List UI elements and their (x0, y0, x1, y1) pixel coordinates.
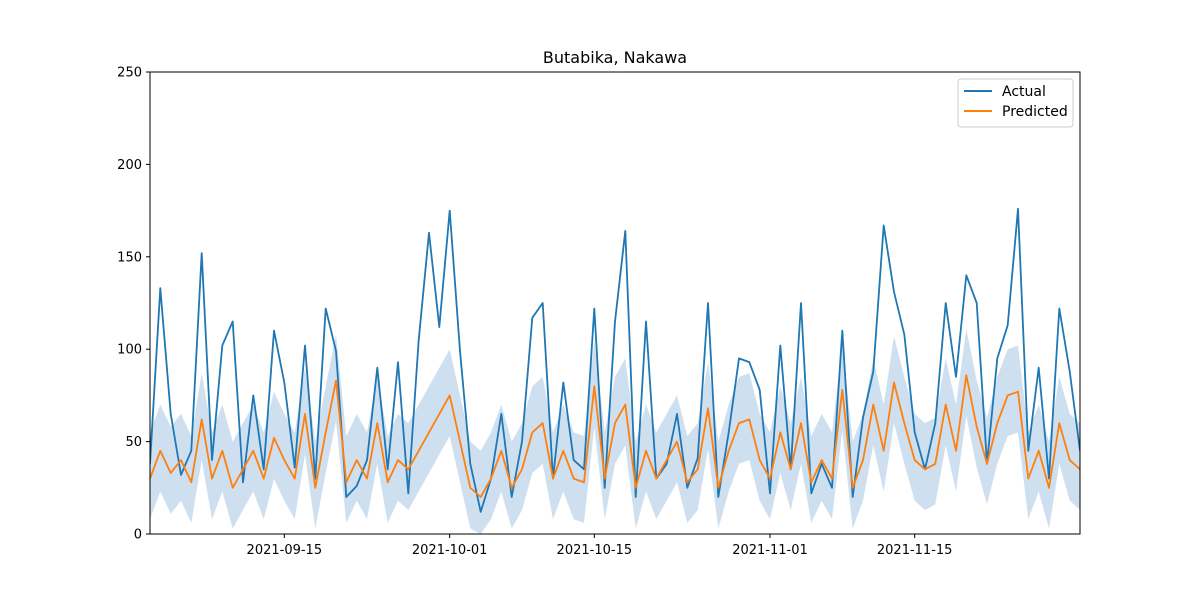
y-tick-label: 50 (125, 435, 142, 450)
legend-label-actual: Actual (1002, 84, 1046, 100)
x-tick-label: 2021-10-15 (557, 543, 633, 558)
series-lines (150, 207, 1080, 513)
y-tick-label: 100 (117, 343, 142, 358)
y-tick-label: 0 (134, 528, 142, 543)
plot-area-frame (149, 71, 1081, 535)
x-tick-label: 2021-11-01 (732, 543, 808, 558)
predicted-series-line (150, 374, 1080, 498)
legend-label-predicted: Predicted (1002, 104, 1068, 120)
confidence-band-area (150, 328, 1080, 534)
legend: Actual Predicted (957, 78, 1074, 128)
y-tick-label: 250 (117, 66, 142, 81)
x-tick-label: 2021-09-15 (247, 543, 323, 558)
chart-title: Butabika, Nakawa (543, 48, 687, 67)
y-tick-label: 150 (117, 250, 142, 265)
x-tick-label: 2021-10-01 (412, 543, 488, 558)
confidence-band (150, 328, 1080, 534)
y-tick-label: 200 (117, 158, 142, 173)
x-tick-label: 2021-11-15 (877, 543, 953, 558)
x-axis: 2021-09-15 2021-10-01 2021-10-15 2021-11-01… (247, 534, 953, 558)
y-axis: 0 50 100 150 200 250 (117, 66, 150, 543)
